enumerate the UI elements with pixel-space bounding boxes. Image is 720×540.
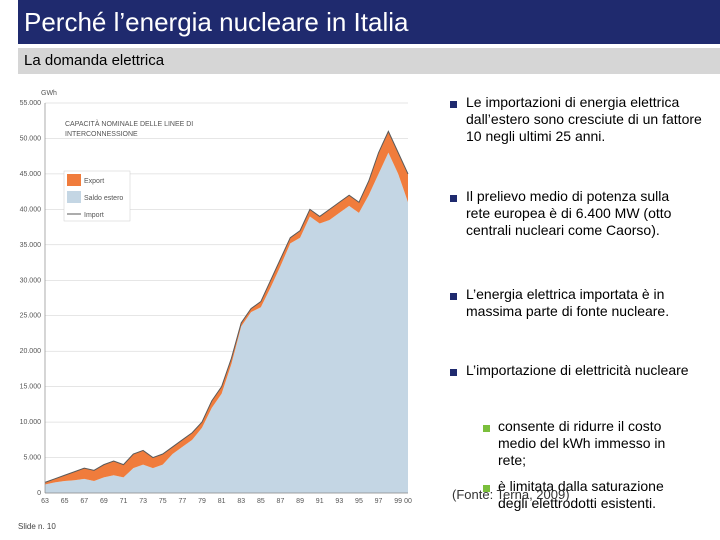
y-tick-label: 10.000 xyxy=(20,419,42,426)
sub-bullet-marker xyxy=(483,485,490,492)
x-tick-label: 89 xyxy=(296,498,304,505)
y-tick-label: 0 xyxy=(37,490,41,497)
y-tick-label: 15.000 xyxy=(20,384,42,391)
chart: GWh 0 5.000 10.000 15.000 20.000 25.000 30.000 3… xyxy=(20,90,412,505)
y-tick-label: 25.000 xyxy=(20,313,42,320)
bullet: Il prelievo medio di potenza sulla rete … xyxy=(466,188,672,238)
area xyxy=(45,131,408,485)
y-tick-label: 40.000 xyxy=(20,206,42,213)
line xyxy=(44,130,409,483)
bullet-marker xyxy=(450,195,457,202)
x-tick-label: 67 xyxy=(80,498,88,505)
area xyxy=(45,152,408,493)
bullet: L’importazione di elettricità nucleare xyxy=(466,362,689,378)
legend-swatch xyxy=(67,174,81,186)
x-tick-label: 93 xyxy=(335,498,343,505)
bullet: L’energia elettrica importata è in massi… xyxy=(466,286,670,319)
x-tick-label: 85 xyxy=(257,498,265,505)
x-tick-label: 63 xyxy=(41,498,49,505)
legend-label: Export xyxy=(84,178,104,185)
x-tick-label: 95 xyxy=(355,498,363,505)
x-tick-label: 81 xyxy=(218,498,226,505)
legend-label: Saldo estero xyxy=(84,195,123,202)
x-tick-label: 00 xyxy=(404,498,412,505)
sub-bullet: è limitata dalla saturazione degli elett… xyxy=(498,478,668,512)
x-tick-label: 73 xyxy=(139,498,147,505)
slide-subtitle: La domanda elettrica xyxy=(18,48,720,74)
x-tick-label: 99 xyxy=(394,498,402,505)
y-tick-label: 55.000 xyxy=(20,100,42,107)
y-tick-label: 50.000 xyxy=(20,135,42,142)
y-tick-label: 20.000 xyxy=(20,348,42,355)
slide-number: Slide n. 10 xyxy=(18,522,56,531)
slide-title: Perché l’energia nucleare in Italia xyxy=(18,0,720,44)
y-tick-label: 30.000 xyxy=(20,277,42,284)
x-tick-label: 69 xyxy=(100,498,108,505)
bullet-marker xyxy=(450,293,457,300)
x-tick-label: 71 xyxy=(120,498,128,505)
x-tick-label: 87 xyxy=(277,498,285,505)
legend-label: Import xyxy=(84,212,104,219)
x-tick-label: 75 xyxy=(159,498,167,505)
legend-swatch xyxy=(67,191,81,203)
source: (Fonte: Terna, 2009) xyxy=(452,487,570,502)
y-tick-label: 45.000 xyxy=(20,171,42,178)
x-tick-label: 65 xyxy=(61,498,69,505)
x-tick-label: 83 xyxy=(237,498,245,505)
x-tick-label: 91 xyxy=(316,498,324,505)
sub-bullet: consente di ridurre il costo medio del k… xyxy=(498,418,666,468)
y-tick-label: 35.000 xyxy=(20,242,42,249)
y-tick-label: 5.000 xyxy=(23,455,41,462)
annotation: CAPACITÀ NOMINALE DELLE LINEE DI INTERCON… xyxy=(65,119,193,138)
x-tick-label: 97 xyxy=(375,498,383,505)
bullet-marker xyxy=(450,101,457,108)
y-axis-label: GWh xyxy=(41,90,57,97)
x-tick-label: 77 xyxy=(178,498,186,505)
x-tick-label: 79 xyxy=(198,498,206,505)
bullet-marker xyxy=(450,369,457,376)
sub-bullet-marker xyxy=(483,425,490,432)
bullet: Le importazioni di energia elettrica dal… xyxy=(466,94,702,144)
